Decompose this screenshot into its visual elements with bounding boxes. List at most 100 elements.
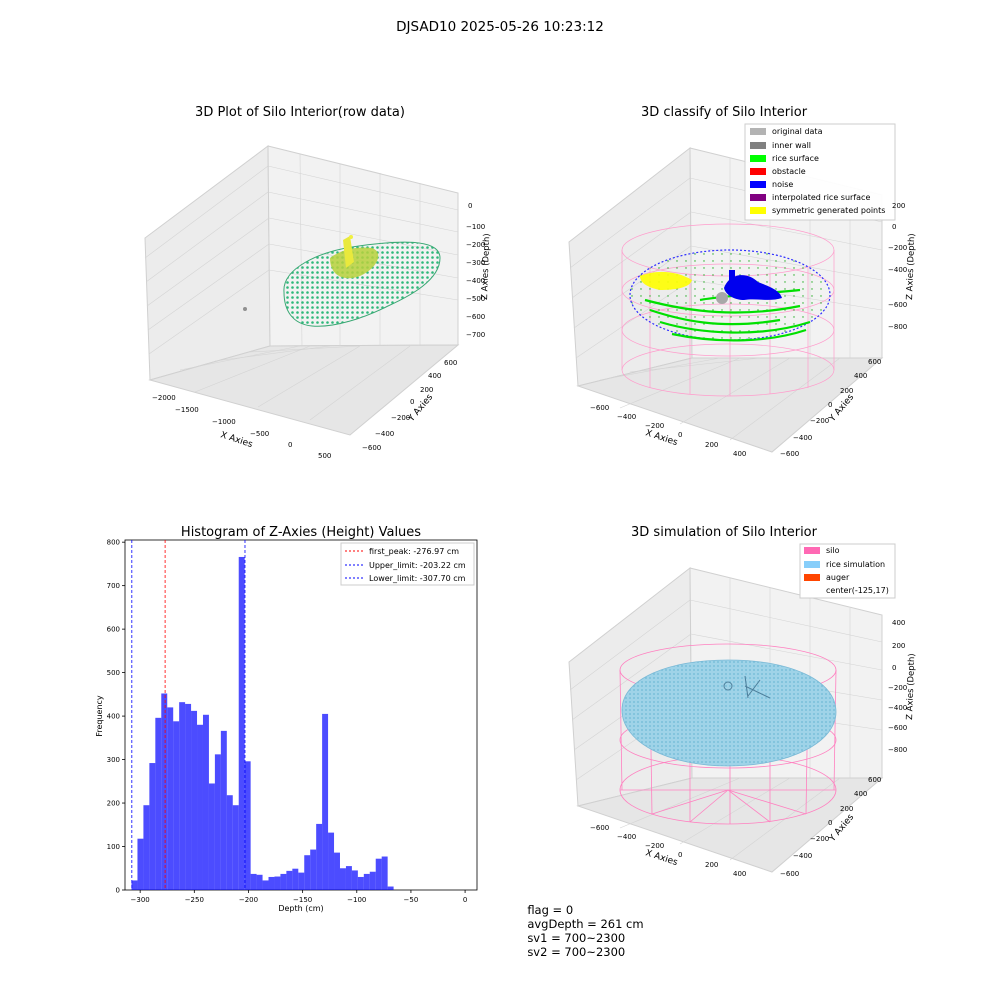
histogram-bar bbox=[375, 858, 382, 890]
histogram-bar bbox=[179, 702, 186, 890]
histogram-bar bbox=[185, 703, 192, 890]
panel-sim-title: 3D simulation of Silo Interior bbox=[631, 525, 818, 540]
legend-upper-limit: Upper_limit: -203.22 cm bbox=[369, 561, 466, 570]
histogram-bar bbox=[310, 849, 317, 890]
legend-lower-limit: Lower_limit: -307.70 cm bbox=[369, 574, 466, 583]
classify-xtick: 400 bbox=[733, 450, 746, 458]
histogram-bar bbox=[250, 873, 257, 890]
histogram-xtick-label: −100 bbox=[347, 896, 366, 904]
histogram-bar bbox=[328, 832, 335, 890]
legend-swatch-interpolated bbox=[750, 194, 766, 201]
raw-point-cloud bbox=[283, 241, 441, 327]
raw-ztick: 0 bbox=[468, 202, 472, 210]
histogram-xlabel: Depth (cm) bbox=[278, 904, 323, 913]
sim-ytick: 0 bbox=[828, 819, 832, 827]
legend-first-peak: first_peak: -276.97 cm bbox=[369, 547, 459, 556]
histogram-bar bbox=[161, 693, 168, 890]
sim-ytick: 200 bbox=[840, 805, 853, 813]
legend-label-original-data: original data bbox=[772, 127, 823, 136]
legend-label-symmetric: symmetric generated points bbox=[772, 206, 885, 215]
sim-ytick: −400 bbox=[793, 852, 812, 860]
histogram-bar bbox=[298, 872, 305, 890]
raw-xtick: −1500 bbox=[175, 406, 199, 414]
legend-label-auger: auger bbox=[826, 573, 850, 582]
sim-xtick: −200 bbox=[645, 842, 664, 850]
histogram-bar bbox=[143, 805, 150, 890]
panel-classify-3d: 3D classify of Silo Interior bbox=[568, 105, 917, 458]
classify-ztick: −800 bbox=[888, 323, 907, 331]
histogram-bar bbox=[173, 721, 180, 890]
histogram-bar bbox=[214, 754, 221, 890]
classify-noise-cluster bbox=[724, 270, 782, 300]
raw-ztick: −500 bbox=[466, 295, 485, 303]
classify-ytick: 200 bbox=[840, 387, 853, 395]
histogram-bar bbox=[268, 876, 275, 890]
panel-raw-title: 3D Plot of Silo Interior(row data) bbox=[195, 105, 405, 120]
histogram-bar bbox=[280, 873, 287, 890]
raw-xtick: 500 bbox=[318, 452, 331, 460]
histogram-bar bbox=[322, 713, 329, 890]
sim-ztick: 200 bbox=[892, 642, 905, 650]
legend-swatch-original-data bbox=[750, 128, 766, 135]
raw-ytick: 400 bbox=[428, 372, 441, 380]
sim-ztick: −400 bbox=[888, 704, 907, 712]
raw-ztick: −300 bbox=[466, 259, 485, 267]
panel-simulation-3d: 3D simulation of Silo Interior bbox=[568, 525, 917, 878]
histogram-y-ticks: 0 100 200 300 400 500 600 700 800 bbox=[107, 539, 125, 895]
panel-raw-3d: 3D Plot of Silo Interior(row data) −2000… bbox=[144, 105, 492, 460]
histogram-xtick-label: −300 bbox=[131, 896, 150, 904]
histogram-legend: first_peak: -276.97 cm Upper_limit: -203… bbox=[340, 542, 475, 586]
histogram-bar bbox=[256, 874, 263, 890]
histogram-bar bbox=[167, 707, 174, 890]
histogram-xtick-label: −150 bbox=[293, 896, 312, 904]
classify-ztick: −400 bbox=[888, 266, 907, 274]
legend-label-silo: silo bbox=[826, 546, 840, 555]
histogram-ytick-label: 700 bbox=[107, 582, 120, 590]
histogram-bar bbox=[339, 868, 346, 890]
histogram-bar bbox=[155, 717, 162, 890]
sim-ztick: 0 bbox=[892, 664, 896, 672]
histogram-xtick-label: −50 bbox=[404, 896, 419, 904]
histogram-ylabel: Frequency bbox=[95, 695, 104, 737]
histogram-bar bbox=[244, 761, 251, 890]
histogram-bar bbox=[304, 855, 311, 890]
sim-ytick: 400 bbox=[854, 790, 867, 798]
raw-xtick: −1000 bbox=[212, 418, 236, 426]
legend-swatch-silo bbox=[804, 547, 820, 554]
classify-ztick: 200 bbox=[892, 202, 905, 210]
histogram-reference-lines bbox=[131, 540, 246, 890]
footer-flag: flag = 0 bbox=[527, 903, 574, 917]
histogram-bar bbox=[286, 870, 293, 890]
legend-label-interpolated: interpolated rice surface bbox=[772, 193, 870, 202]
raw-ytick: 0 bbox=[410, 398, 414, 406]
legend-swatch-noise bbox=[750, 181, 766, 188]
histogram-ytick-label: 300 bbox=[107, 756, 120, 764]
classify-ytick: 600 bbox=[868, 358, 881, 366]
histogram-bar bbox=[238, 556, 245, 890]
classify-xtick: 200 bbox=[705, 441, 718, 449]
legend-label-inner-wall: inner wall bbox=[772, 141, 811, 150]
histogram-bar bbox=[208, 783, 215, 890]
histogram-xtick-label: 0 bbox=[463, 896, 467, 904]
raw-zlabel: Z Axies (Depth) bbox=[480, 233, 492, 300]
histogram-xtick-label: −200 bbox=[239, 896, 258, 904]
sim-xtick: 0 bbox=[678, 851, 682, 859]
footer-sv2: sv2 = 700~2300 bbox=[527, 945, 626, 959]
raw-xtick: −500 bbox=[250, 430, 269, 438]
sim-ztick: −200 bbox=[888, 684, 907, 692]
legend-label-obstacle: obstacle bbox=[772, 167, 806, 176]
classify-xlabel: X Axies bbox=[644, 428, 679, 448]
legend-swatch-obstacle bbox=[750, 168, 766, 175]
histogram-xtick-label: −250 bbox=[185, 896, 204, 904]
raw-ztick: −100 bbox=[466, 223, 485, 231]
classify-ytick: −600 bbox=[780, 450, 799, 458]
histogram-bar bbox=[202, 714, 209, 890]
histogram-title: Histogram of Z-Axies (Height) Values bbox=[181, 525, 421, 540]
histogram-bar bbox=[357, 876, 364, 890]
panel-histogram: Histogram of Z-Axies (Height) Values −30… bbox=[95, 525, 478, 913]
histogram-bar bbox=[226, 795, 233, 890]
footer-sv1: sv1 = 700~2300 bbox=[527, 931, 626, 945]
histogram-bar bbox=[149, 763, 156, 890]
raw-ytick: −200 bbox=[391, 414, 410, 422]
